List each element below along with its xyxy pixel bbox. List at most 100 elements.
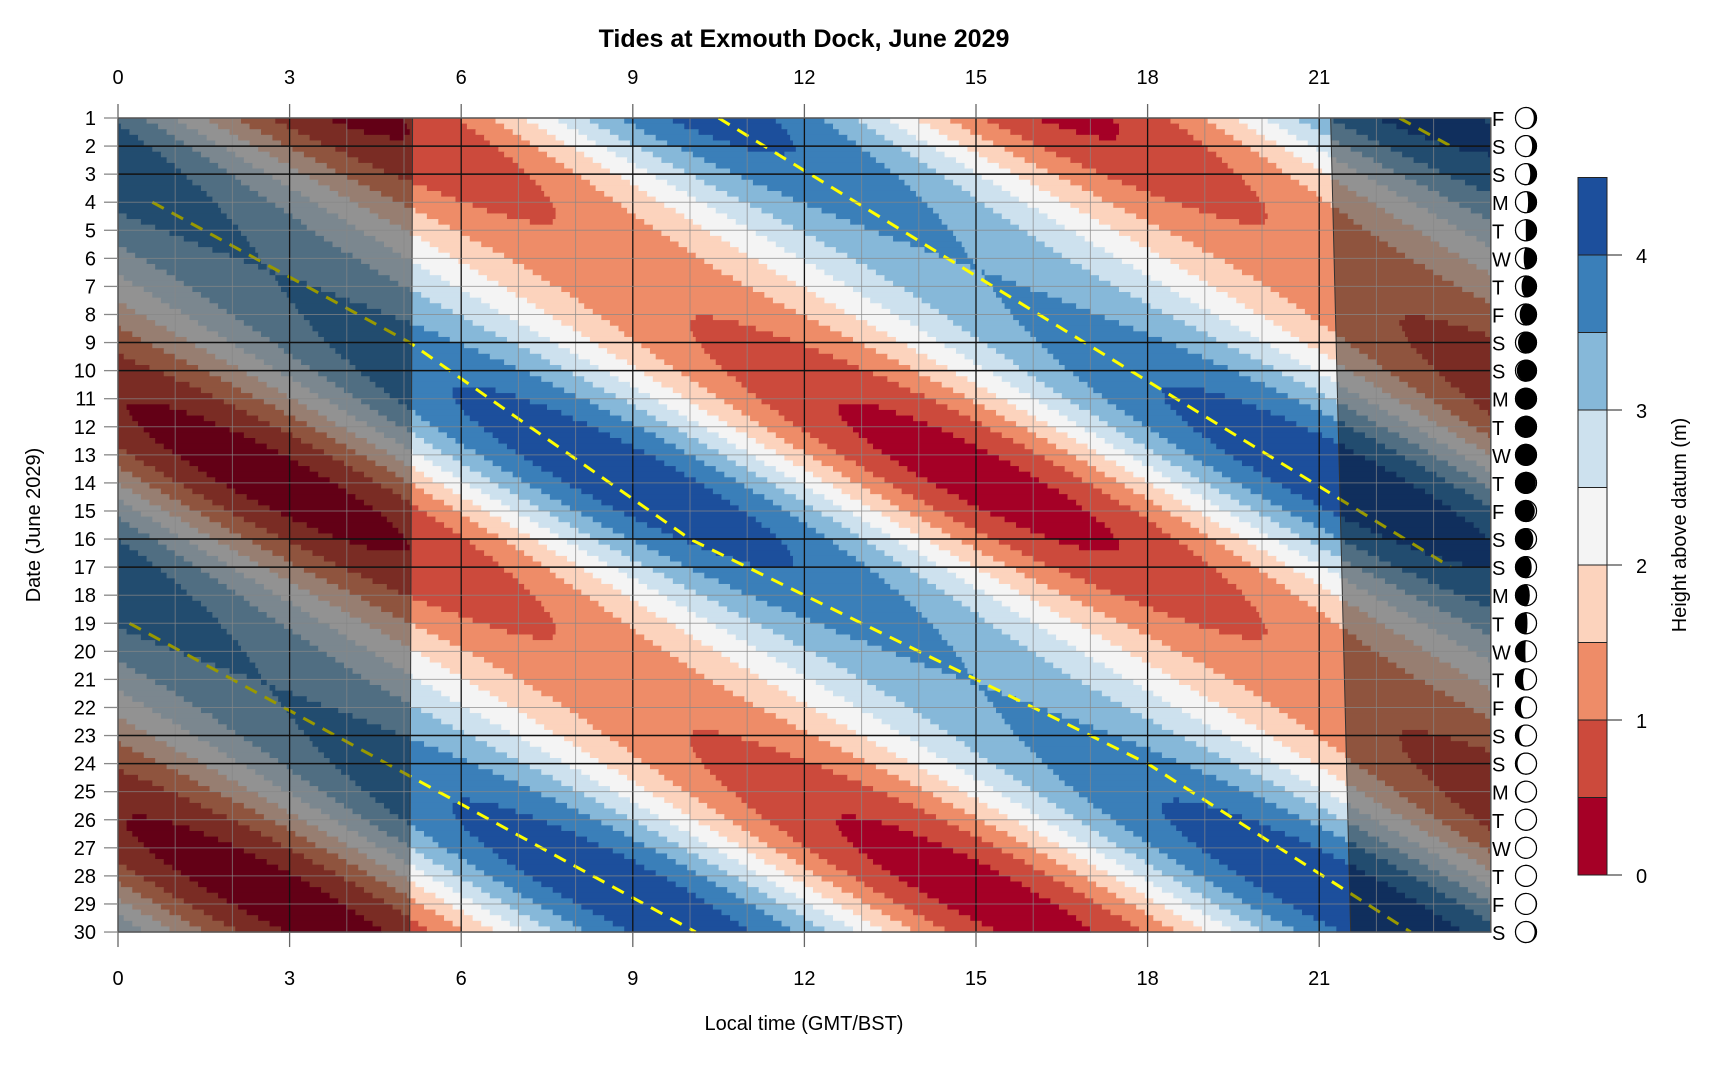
contour-cell bbox=[835, 247, 926, 254]
contour-cell bbox=[521, 735, 565, 742]
contour-cell bbox=[532, 634, 554, 641]
contour-cell bbox=[884, 690, 986, 697]
contour-cell bbox=[1233, 263, 1426, 271]
contour-cell bbox=[198, 241, 251, 248]
contour-cell bbox=[867, 853, 969, 860]
contour-cell bbox=[1259, 567, 1295, 574]
contour-cell bbox=[830, 741, 877, 748]
contour-cell bbox=[764, 443, 794, 450]
contour-cell bbox=[604, 190, 648, 198]
contour-cell bbox=[338, 836, 368, 843]
contour-cell bbox=[401, 696, 451, 703]
contour-cell bbox=[1299, 774, 1337, 782]
contour-cell bbox=[841, 903, 871, 911]
moon-outline bbox=[1514, 499, 1538, 523]
contour-cell bbox=[981, 134, 1023, 142]
contour-cell bbox=[752, 179, 906, 186]
contour-cell bbox=[118, 303, 128, 310]
contour-cell bbox=[870, 151, 911, 158]
contour-cell bbox=[1327, 353, 1369, 361]
contour-cell bbox=[661, 230, 711, 237]
contour-cell bbox=[864, 466, 908, 473]
contour-cell bbox=[873, 471, 917, 478]
contour-cell bbox=[933, 920, 983, 928]
contour-cell bbox=[947, 640, 1020, 647]
contour-cell bbox=[243, 157, 279, 164]
contour-cell bbox=[198, 320, 245, 327]
contour-cell bbox=[587, 550, 622, 557]
contour-cell bbox=[1173, 314, 1220, 321]
contour-cell bbox=[1061, 668, 1114, 675]
contour-cell bbox=[1176, 757, 1232, 765]
contour-cell bbox=[629, 555, 671, 563]
contour-cell bbox=[881, 494, 914, 501]
contour-cell bbox=[484, 656, 680, 664]
contour-cell bbox=[833, 690, 886, 697]
contour-cell bbox=[1367, 830, 1400, 838]
contour-cell bbox=[655, 870, 697, 877]
contour-cell bbox=[953, 179, 994, 186]
weekday-letter: W bbox=[1492, 446, 1511, 468]
contour-cell bbox=[890, 724, 940, 731]
contour-cell bbox=[833, 516, 863, 523]
contour-cell bbox=[1465, 808, 1492, 815]
contour-cell bbox=[346, 443, 376, 450]
contour-cell bbox=[315, 426, 348, 433]
contour-cell bbox=[175, 275, 276, 282]
contour-cell bbox=[1050, 606, 1094, 613]
contour-cell bbox=[635, 628, 685, 636]
contour-cell bbox=[166, 269, 271, 276]
moon-outline bbox=[1514, 359, 1538, 382]
contour-cell bbox=[358, 202, 405, 209]
contour-cell bbox=[1141, 836, 1189, 843]
contour-cell bbox=[118, 224, 156, 231]
contour-cell bbox=[627, 572, 665, 579]
contour-cell bbox=[461, 230, 662, 237]
contour-cell bbox=[155, 679, 262, 686]
contour-cell bbox=[721, 909, 765, 916]
contour-cell bbox=[292, 516, 388, 523]
contour-cell bbox=[1193, 426, 1309, 433]
contour-cell bbox=[681, 561, 751, 568]
contour-cell bbox=[818, 348, 877, 355]
contour-cell bbox=[455, 398, 531, 405]
contour-cell bbox=[915, 348, 957, 355]
contour-cell bbox=[1445, 376, 1492, 383]
contour-cell bbox=[118, 634, 142, 641]
contour-cell bbox=[1347, 600, 1389, 608]
contour-cell bbox=[815, 263, 868, 271]
contour-cell bbox=[721, 651, 768, 658]
contour-cell bbox=[632, 421, 668, 428]
contour-cell bbox=[318, 393, 354, 400]
contour-cell bbox=[1339, 797, 1375, 804]
contour-cell bbox=[847, 870, 891, 877]
contour-cell bbox=[1230, 320, 1275, 327]
contour-cell bbox=[710, 353, 834, 361]
contour-cell bbox=[1033, 449, 1069, 456]
contour-cell bbox=[981, 174, 1020, 181]
contour-cell bbox=[458, 853, 499, 860]
weekday-letter: T bbox=[1492, 867, 1504, 889]
contour-cell bbox=[1241, 460, 1377, 467]
contour-cell bbox=[1407, 437, 1438, 445]
contour-cell bbox=[1387, 825, 1420, 832]
contour-cell bbox=[1041, 118, 1114, 125]
contour-cell bbox=[232, 381, 268, 389]
contour-cell bbox=[1119, 129, 1189, 136]
contour-cell bbox=[338, 707, 422, 714]
contour-cell bbox=[383, 656, 431, 664]
contour-cell bbox=[309, 780, 356, 787]
contour-cell bbox=[1150, 426, 1194, 433]
moon-lit-portion bbox=[1515, 921, 1535, 943]
contour-cell bbox=[895, 409, 960, 417]
contour-cell bbox=[1124, 449, 1154, 456]
x-tick-label-top: 9 bbox=[627, 67, 638, 89]
contour-cell bbox=[878, 230, 954, 237]
contour-cell bbox=[1121, 735, 1186, 742]
contour-cell bbox=[444, 482, 471, 490]
contour-cell bbox=[993, 701, 1034, 709]
contour-cell bbox=[1450, 174, 1492, 181]
contour-cell bbox=[933, 623, 994, 630]
contour-cell bbox=[529, 482, 571, 490]
contour-cell bbox=[861, 146, 903, 153]
